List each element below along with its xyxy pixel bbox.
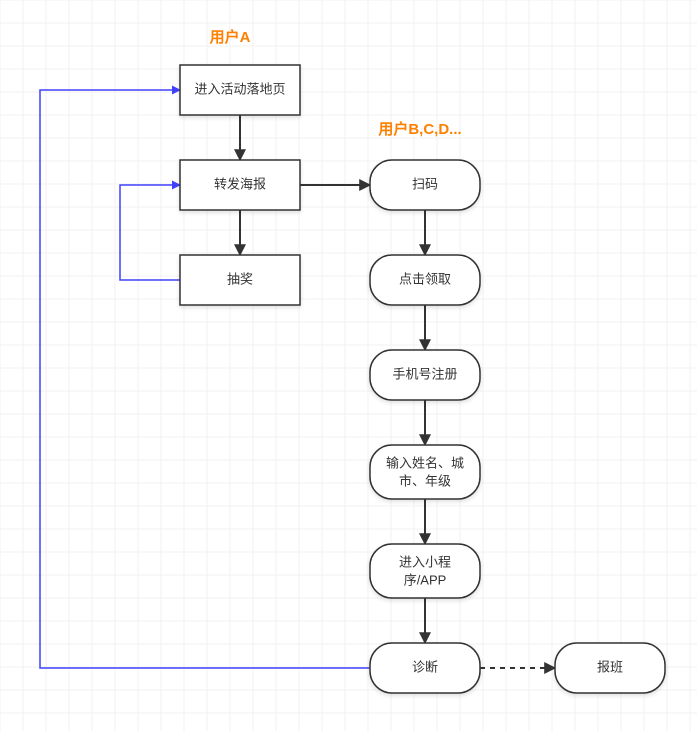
node-miniapp-label: 进入小程 xyxy=(399,554,451,569)
header-userB: 用户B,C,D... xyxy=(378,120,461,138)
node-claim: 点击领取 xyxy=(370,255,480,305)
node-enroll-label: 报班 xyxy=(597,659,623,674)
node-register: 手机号注册 xyxy=(370,350,480,400)
node-input-label: 输入姓名、城 xyxy=(386,455,464,470)
node-enroll: 报班 xyxy=(555,643,665,693)
header-userA: 用户A xyxy=(210,28,251,46)
node-miniapp-label2: 序/APP xyxy=(404,572,447,587)
node-diagnose-label: 诊断 xyxy=(412,659,438,674)
node-forward-label: 转发海报 xyxy=(214,176,266,191)
node-lottery-label: 抽奖 xyxy=(227,271,253,286)
node-input: 输入姓名、城市、年级 xyxy=(370,445,480,499)
node-miniapp: 进入小程序/APP xyxy=(370,544,480,598)
node-register-label: 手机号注册 xyxy=(392,366,457,381)
node-landing-label: 进入活动落地页 xyxy=(194,81,285,96)
node-scan-label: 扫码 xyxy=(412,176,438,191)
node-landing: 进入活动落地页 xyxy=(180,65,300,115)
node-forward: 转发海报 xyxy=(180,160,300,210)
node-diagnose: 诊断 xyxy=(370,643,480,693)
node-claim-label: 点击领取 xyxy=(399,271,451,286)
node-lottery: 抽奖 xyxy=(180,255,300,305)
node-scan: 扫码 xyxy=(370,160,480,210)
node-input-label2: 市、年级 xyxy=(399,473,451,488)
